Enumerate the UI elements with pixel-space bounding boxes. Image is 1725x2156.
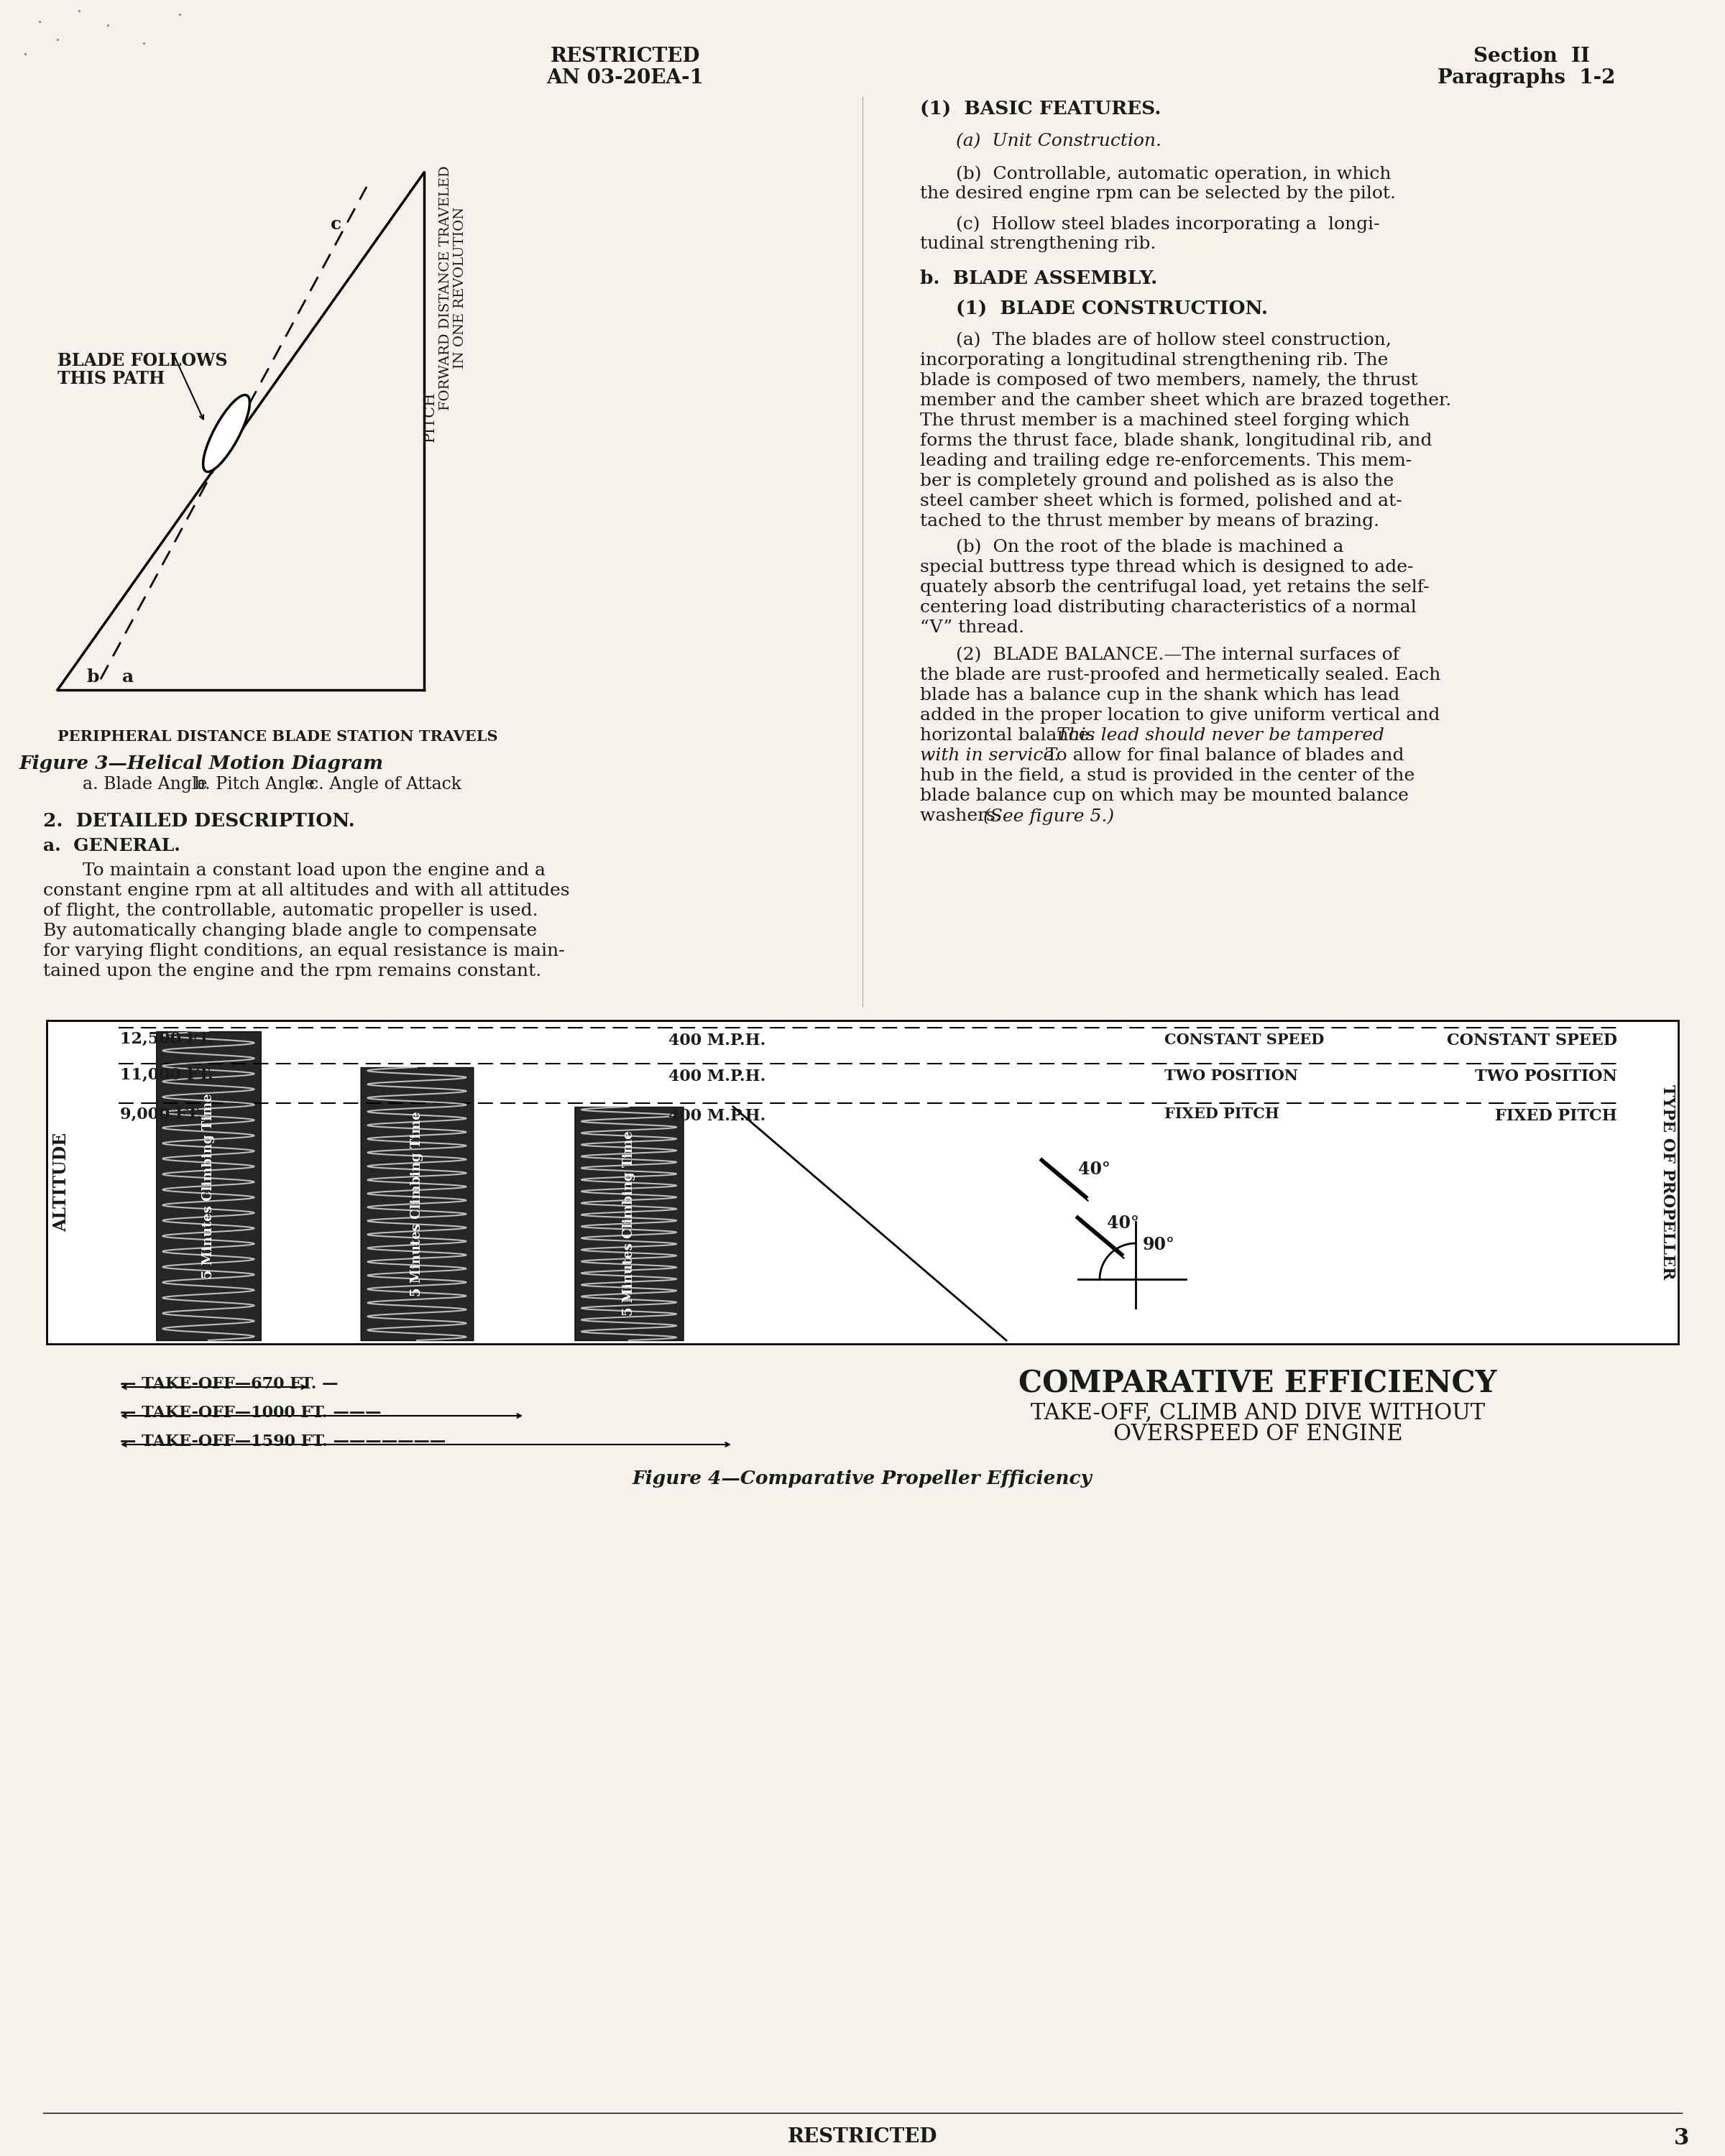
Text: (a)  The blades are of hollow steel construction,: (a) The blades are of hollow steel const… <box>956 332 1392 349</box>
Text: member and the camber sheet which are brazed together.: member and the camber sheet which are br… <box>919 392 1451 410</box>
Text: horizontal balance.: horizontal balance. <box>919 727 1101 744</box>
Text: By automatically changing blade angle to compensate: By automatically changing blade angle to… <box>43 923 536 940</box>
Text: incorporating a longitudinal strengthening rib. The: incorporating a longitudinal strengtheni… <box>919 351 1389 369</box>
Text: Paragraphs  1-2: Paragraphs 1-2 <box>1437 69 1615 88</box>
Text: — TAKE-OFF—1000 FT. ———: — TAKE-OFF—1000 FT. ——— <box>121 1406 381 1421</box>
Text: blade has a balance cup in the shank which has lead: blade has a balance cup in the shank whi… <box>919 688 1399 703</box>
Text: PITCH: PITCH <box>423 392 436 442</box>
Text: (1)  BASIC FEATURES.: (1) BASIC FEATURES. <box>919 101 1161 119</box>
Text: tained upon the engine and the rpm remains constant.: tained upon the engine and the rpm remai… <box>43 964 542 979</box>
Text: “V” thread.: “V” thread. <box>919 619 1025 636</box>
Text: 2.  DETAILED DESCRIPTION.: 2. DETAILED DESCRIPTION. <box>43 813 355 830</box>
Text: This lead should never be tampered: This lead should never be tampered <box>1056 727 1385 744</box>
Text: steel camber sheet which is formed, polished and at-: steel camber sheet which is formed, poli… <box>919 494 1402 509</box>
Text: leading and trailing edge re-enforcements. This mem-: leading and trailing edge re-enforcement… <box>919 453 1411 470</box>
Text: the blade are rust-proofed and hermetically sealed. Each: the blade are rust-proofed and hermetica… <box>919 666 1440 683</box>
Text: added in the proper location to give uniform vertical and: added in the proper location to give uni… <box>919 707 1440 724</box>
Ellipse shape <box>204 395 250 472</box>
Text: b: b <box>86 668 98 686</box>
Text: (a)  Unit Construction.: (a) Unit Construction. <box>956 134 1161 149</box>
Text: tudinal strengthening rib.: tudinal strengthening rib. <box>919 235 1156 252</box>
Text: Section  II: Section II <box>1473 47 1590 67</box>
Text: forms the thrust face, blade shank, longitudinal rib, and: forms the thrust face, blade shank, long… <box>919 433 1432 448</box>
Text: (c)  Hollow steel blades incorporating a  longi-: (c) Hollow steel blades incorporating a … <box>956 216 1380 233</box>
Text: 3: 3 <box>1673 2128 1689 2150</box>
Text: 40°: 40° <box>1078 1160 1111 1177</box>
Text: special buttress type thread which is designed to ade-: special buttress type thread which is de… <box>919 558 1413 576</box>
Text: 9,000 FT.: 9,000 FT. <box>121 1106 202 1123</box>
Text: c: c <box>331 216 342 233</box>
Text: 5 Minutes Climbing Time: 5 Minutes Climbing Time <box>202 1093 216 1279</box>
Text: (b)  On the root of the blade is machined a: (b) On the root of the blade is machined… <box>956 539 1344 556</box>
Text: Figure 4—Comparative Propeller Efficiency: Figure 4—Comparative Propeller Efficienc… <box>633 1470 1092 1488</box>
Text: (1)  BLADE CONSTRUCTION.: (1) BLADE CONSTRUCTION. <box>956 300 1268 319</box>
Text: washers.: washers. <box>919 808 1007 824</box>
Text: (b)  Controllable, automatic operation, in which: (b) Controllable, automatic operation, i… <box>956 166 1390 183</box>
Text: — TAKE-OFF—1590 FT. ———————: — TAKE-OFF—1590 FT. ——————— <box>121 1434 445 1449</box>
Text: centering load distributing characteristics of a normal: centering load distributing characterist… <box>919 599 1416 617</box>
Text: ber is completely ground and polished as is also the: ber is completely ground and polished as… <box>919 472 1394 489</box>
Text: PERIPHERAL DISTANCE BLADE STATION TRAVELS: PERIPHERAL DISTANCE BLADE STATION TRAVEL… <box>57 729 499 744</box>
Text: COMPARATIVE EFFICIENCY: COMPARATIVE EFFICIENCY <box>1019 1369 1497 1399</box>
Text: TWO POSITION: TWO POSITION <box>1164 1069 1299 1082</box>
Text: ALTITUDE: ALTITUDE <box>52 1132 69 1231</box>
Text: a: a <box>122 668 135 686</box>
Text: the desired engine rpm can be selected by the pilot.: the desired engine rpm can be selected b… <box>919 185 1396 203</box>
Text: a. Blade Angle: a. Blade Angle <box>83 776 207 793</box>
Text: OVERSPEED OF ENGINE: OVERSPEED OF ENGINE <box>1113 1423 1402 1445</box>
Text: THIS PATH: THIS PATH <box>57 371 166 388</box>
Text: quately absorb the centrifugal load, yet retains the self-: quately absorb the centrifugal load, yet… <box>919 580 1430 595</box>
Text: tached to the thrust member by means of brazing.: tached to the thrust member by means of … <box>919 513 1380 530</box>
Text: with in service.: with in service. <box>919 748 1059 763</box>
Text: The thrust member is a machined steel forging which: The thrust member is a machined steel fo… <box>919 412 1409 429</box>
Text: constant engine rpm at all altitudes and with all attitudes: constant engine rpm at all altitudes and… <box>43 882 569 899</box>
Text: hub in the field, a stud is provided in the center of the: hub in the field, a stud is provided in … <box>919 768 1414 785</box>
Text: To allow for final balance of blades and: To allow for final balance of blades and <box>1040 748 1404 763</box>
Text: RESTRICTED: RESTRICTED <box>788 2128 937 2147</box>
Text: of flight, the controllable, automatic propeller is used.: of flight, the controllable, automatic p… <box>43 903 538 918</box>
Text: RESTRICTED: RESTRICTED <box>550 47 700 67</box>
Text: BLADE FOLLOWS: BLADE FOLLOWS <box>57 351 228 369</box>
Text: (2)  BLADE BALANCE.—The internal surfaces of: (2) BLADE BALANCE.—The internal surfaces… <box>956 647 1399 664</box>
Text: Figure 3—Helical Motion Diagram: Figure 3—Helical Motion Diagram <box>19 755 383 772</box>
Text: 400 M.P.H.: 400 M.P.H. <box>669 1033 766 1048</box>
Text: — TAKE-OFF—670 FT. —: — TAKE-OFF—670 FT. — <box>121 1376 338 1393</box>
Text: FIXED PITCH: FIXED PITCH <box>1164 1106 1280 1121</box>
Text: TWO POSITION: TWO POSITION <box>1475 1069 1618 1084</box>
Text: 90°: 90° <box>1144 1235 1175 1253</box>
Text: b.  BLADE ASSEMBLY.: b. BLADE ASSEMBLY. <box>919 270 1157 287</box>
Text: AN 03-20EA-1: AN 03-20EA-1 <box>547 69 704 88</box>
Text: 40°: 40° <box>1107 1214 1138 1231</box>
Text: 5 Minutes Climbing Time: 5 Minutes Climbing Time <box>411 1110 423 1296</box>
Text: FORWARD DISTANCE TRAVELED
IN ONE REVOLUTION: FORWARD DISTANCE TRAVELED IN ONE REVOLUT… <box>438 166 467 410</box>
Text: TAKE-OFF, CLIMB AND DIVE WITHOUT: TAKE-OFF, CLIMB AND DIVE WITHOUT <box>1030 1401 1485 1423</box>
Text: blade is composed of two members, namely, the thrust: blade is composed of two members, namely… <box>919 373 1418 388</box>
Text: 5 Minutes Climbing Time: 5 Minutes Climbing Time <box>623 1132 635 1315</box>
Text: b. Pitch Angle: b. Pitch Angle <box>193 776 314 793</box>
Text: (See figure 5.): (See figure 5.) <box>983 808 1114 826</box>
Text: TYPE OF PROPELLER: TYPE OF PROPELLER <box>1659 1084 1675 1281</box>
Text: FIXED PITCH: FIXED PITCH <box>1496 1108 1618 1123</box>
Bar <box>47 1020 1678 1343</box>
Text: 11,000 FT.: 11,000 FT. <box>121 1067 214 1082</box>
Text: CONSTANT SPEED: CONSTANT SPEED <box>1164 1033 1325 1048</box>
Text: CONSTANT SPEED: CONSTANT SPEED <box>1447 1033 1618 1048</box>
Text: To maintain a constant load upon the engine and a: To maintain a constant load upon the eng… <box>83 862 545 880</box>
Text: 400 M.P.H.: 400 M.P.H. <box>669 1069 766 1084</box>
Text: blade balance cup on which may be mounted balance: blade balance cup on which may be mounte… <box>919 787 1409 804</box>
Text: for varying flight conditions, an equal resistance is main-: for varying flight conditions, an equal … <box>43 942 564 959</box>
Text: c. Angle of Attack: c. Angle of Attack <box>309 776 462 793</box>
Text: 12,500 FT.: 12,500 FT. <box>121 1031 214 1048</box>
Text: 400 M.P.H.: 400 M.P.H. <box>669 1108 766 1123</box>
Text: a.  GENERAL.: a. GENERAL. <box>43 837 181 854</box>
